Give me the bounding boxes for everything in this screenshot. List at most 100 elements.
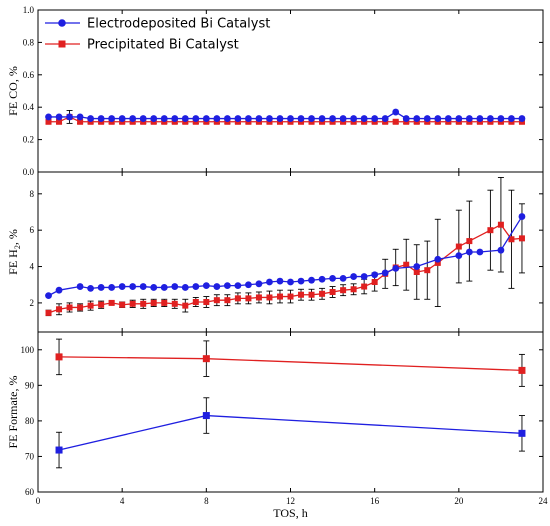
data-point [497,246,505,254]
legend-marker [58,40,66,48]
data-point [56,118,63,125]
x-tick-label: 24 [539,496,549,506]
data-point [434,255,442,263]
y-axis-label-unit: , % [6,229,20,245]
data-point [424,267,431,274]
data-point [55,446,63,454]
data-point [287,293,294,300]
data-point [150,299,157,306]
data-point [98,301,105,308]
data-point [266,115,273,122]
y-tick-label: 0.0 [23,167,35,177]
data-point [171,115,179,122]
data-point [497,221,504,228]
data-point [444,115,452,122]
legend: Electrodeposited Bi Catalyst Precipitated… [45,17,270,53]
data-point [266,294,273,301]
y-tick-label: 0.8 [23,37,35,47]
data-point [466,238,473,245]
data-point [97,115,105,122]
data-point [518,366,526,374]
data-point [181,284,189,291]
data-point [192,299,199,305]
data-point [213,115,221,122]
series [45,177,525,317]
x-axis-label: TOS, h [273,506,307,520]
data-point [202,412,210,420]
data-point [486,115,494,122]
data-point [202,282,210,290]
data-point [213,297,220,304]
data-point [413,269,420,275]
data-point [55,286,63,294]
data-point [371,115,379,122]
data-point [465,115,473,122]
data-point [234,282,242,290]
data-point [87,302,94,309]
data-point [297,115,305,122]
y-axis-label-main: FE H [6,249,20,275]
data-point [45,118,52,125]
data-point [518,115,526,122]
data-point [423,115,431,122]
data-point [213,283,221,290]
legend-label: Precipitated Bi Catalyst [87,38,239,53]
data-point [255,280,263,288]
data-point [455,243,462,250]
data-point [181,115,189,122]
data-point [76,283,84,290]
y-tick-label: 2 [30,298,35,308]
data-point [139,283,147,290]
y-axis-label: FE Formate, % [6,376,20,449]
data-point [360,273,368,280]
data-point [255,294,262,301]
data-point [508,236,515,243]
data-point [339,274,347,282]
series-line [58,414,522,451]
series-line [59,356,522,372]
data-point [255,115,263,122]
data-point [319,290,326,297]
series-line [48,216,523,297]
data-point [223,115,231,122]
data-point [108,115,116,122]
data-point [202,115,210,122]
y-tick-label: 60 [25,487,35,497]
data-point [287,115,294,122]
data-point [276,115,284,122]
x-tick-label: 20 [454,496,464,506]
panel-fe-formate: 60 70 80 90 100 FE Formate, % 0 4 8 12 16 20 24 TOS, … [6,331,549,520]
data-point [45,113,52,121]
data-point [160,115,168,122]
data-point [66,113,73,121]
data-point [361,283,368,290]
data-point [487,227,494,234]
legend-label: Electrodeposited Bi Catalyst [87,17,270,32]
data-point [76,113,84,121]
y-axis-label: FE CO, % [6,66,20,116]
data-point [465,248,473,256]
data-point [108,299,115,306]
series-line [48,116,522,123]
x-tick-label: 0 [36,496,41,506]
series [55,338,526,387]
data-point [223,282,231,290]
data-point [518,213,526,220]
data-point [160,284,168,291]
data-point [245,281,252,289]
x-tick-label: 8 [204,496,209,506]
data-point [298,291,305,298]
data-point [340,287,347,294]
plot-frame [37,331,544,493]
data-point [192,283,200,290]
data-point [66,304,73,311]
data-point [476,248,484,256]
x-tick-label: 4 [120,496,125,506]
series-line [48,111,522,120]
data-point [371,271,379,279]
y-tick-label: 0.2 [23,135,34,145]
data-point [171,283,179,290]
data-point [118,115,126,122]
data-point [329,289,336,295]
data-point [118,283,126,290]
